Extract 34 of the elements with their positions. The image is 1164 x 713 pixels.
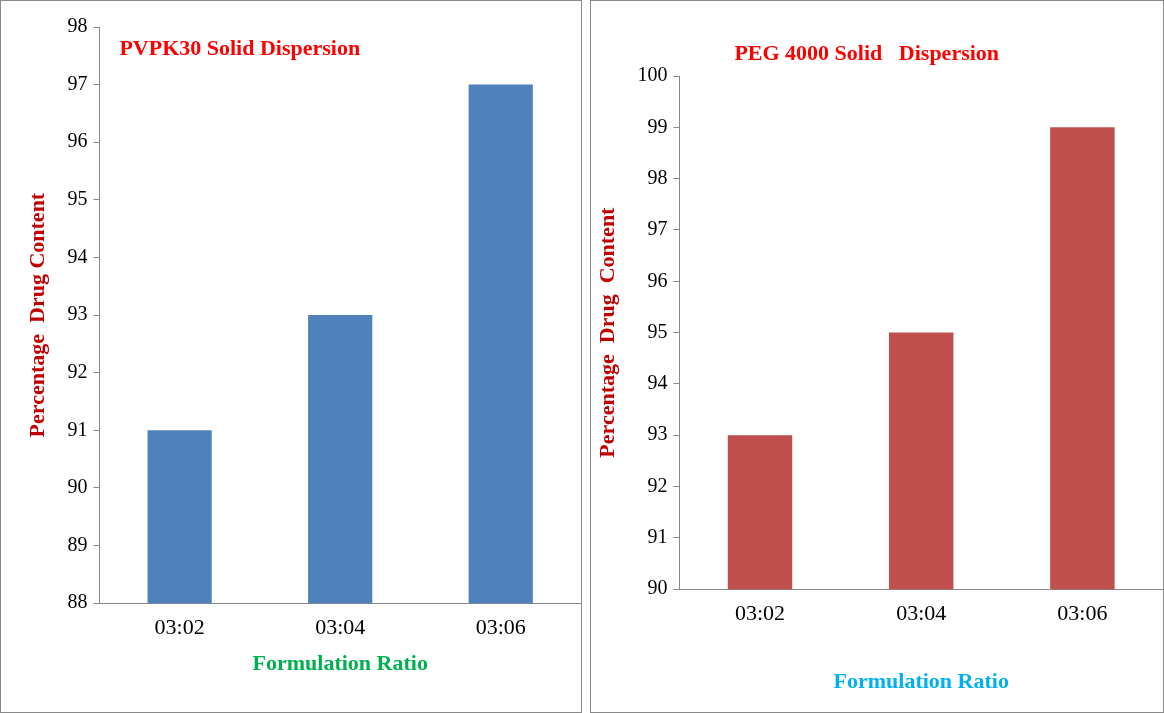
y-tick-label: 90	[647, 576, 668, 599]
y-tick-label: 97	[647, 217, 668, 240]
y-tick-label: 88	[67, 590, 88, 613]
y-tick-label: 96	[647, 268, 668, 291]
y-tick-label: 97	[67, 71, 88, 94]
x-tick-label: 03:04	[896, 600, 947, 626]
x-axis-title: Formulation Ratio	[833, 668, 1009, 694]
y-tick-label: 89	[67, 532, 88, 555]
y-tick-label: 96	[67, 129, 88, 152]
y-axis-title: Percentage Drug Content	[23, 192, 49, 438]
y-tick-label: 92	[647, 473, 668, 496]
y-tick-label: 100	[637, 63, 668, 86]
x-tick-label: 03:04	[315, 614, 366, 640]
y-tick-label: 92	[67, 359, 88, 382]
y-tick-label: 91	[67, 417, 88, 440]
y-tick-label: 98	[67, 14, 88, 37]
chart-title: PEG 4000 Solid Dispersion	[734, 39, 1000, 65]
chart-title: PVPK30 Solid Dispersion	[119, 34, 361, 60]
y-tick-label: 98	[647, 165, 668, 188]
y-tick-label: 95	[647, 319, 668, 342]
y-tick-label: 91	[647, 525, 668, 548]
y-tick-label: 93	[647, 422, 668, 445]
y-tick-label: 93	[67, 302, 88, 325]
y-tick-label: 95	[67, 187, 88, 210]
x-tick-label: 03:02	[154, 614, 205, 640]
y-tick-label: 90	[67, 475, 88, 498]
y-tick-label: 94	[647, 371, 668, 394]
x-tick-label: 03:06	[1057, 600, 1108, 626]
y-axis-title: Percentage Drug Content	[593, 206, 619, 458]
y-tick-label: 94	[67, 244, 88, 267]
x-axis-title: Formulation Ratio	[252, 650, 428, 676]
y-tick-label: 99	[647, 114, 668, 137]
x-tick-label: 03:02	[734, 600, 786, 626]
x-tick-label: 03:06	[475, 614, 526, 640]
